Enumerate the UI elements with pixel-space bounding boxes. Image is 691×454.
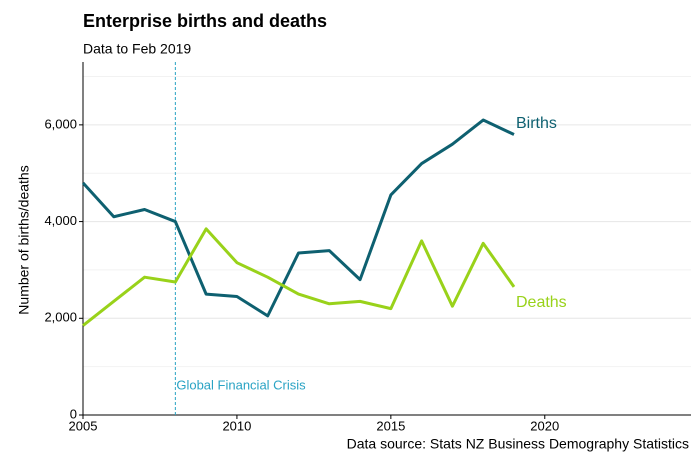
x-tick-label: 2005 — [69, 418, 98, 433]
series-label: Deaths — [516, 294, 567, 311]
series-line — [81, 118, 515, 318]
x-tick-label: 2010 — [222, 418, 251, 433]
source: Data source: Stats NZ Business Demograph… — [347, 436, 689, 452]
series-line — [82, 227, 516, 327]
chart-subtitle: Data to Feb 2019 — [83, 41, 191, 57]
annotation-label: Global Financial Crisis — [176, 377, 306, 392]
y-tick-label: 0 — [70, 406, 77, 421]
y-tick-label: 4,000 — [44, 213, 77, 228]
series-label: Births — [516, 115, 557, 132]
y-axis-label: Number of births/deaths — [16, 165, 32, 314]
x-tick-label: 2015 — [376, 418, 405, 433]
y-tick-label: 2,000 — [44, 310, 77, 325]
x-tick-label: 2020 — [530, 418, 559, 433]
chart-title: Enterprise births and deaths — [83, 11, 327, 31]
y-tick-label: 6,000 — [44, 116, 77, 131]
